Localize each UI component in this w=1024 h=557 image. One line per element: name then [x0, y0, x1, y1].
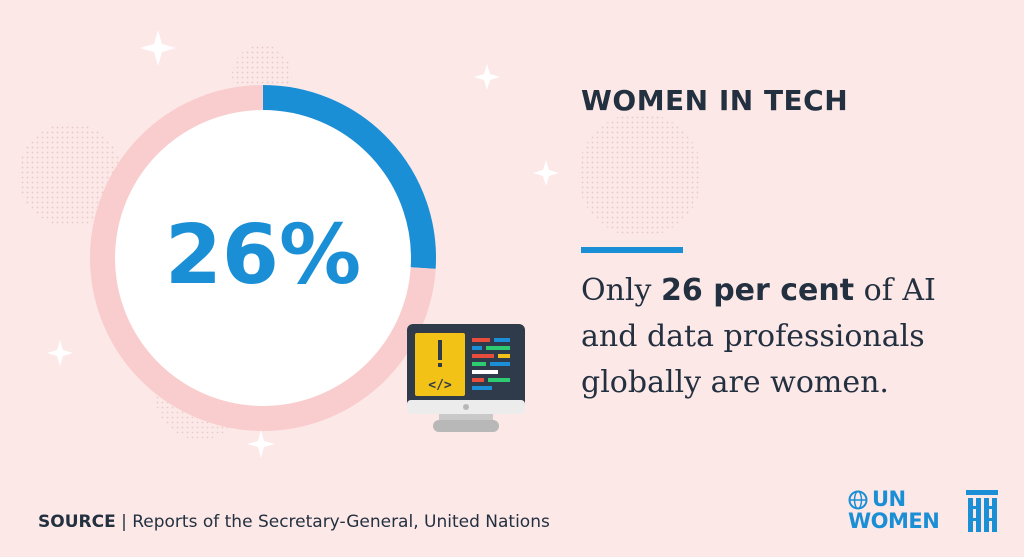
- source-text: Reports of the Secretary-General, United…: [132, 512, 550, 532]
- donut-chart: [90, 85, 436, 431]
- computer-code-icon: </>: [407, 324, 525, 432]
- statement-before: Only: [581, 273, 661, 308]
- sparkle-icon: [47, 30, 559, 458]
- donut-slice-others: [90, 85, 436, 431]
- un-women-logo: UN WOMEN: [848, 488, 1000, 536]
- source-citation: SOURCE | Reports of the Secretary-Genera…: [38, 512, 550, 532]
- statistic-statement: Only 26 per cent of AI and data professi…: [581, 268, 1001, 406]
- accent-divider: [581, 247, 683, 253]
- donut-center-disc: [115, 110, 411, 406]
- logo-line-un: UN: [872, 487, 906, 511]
- svg-text:</>: </>: [428, 378, 452, 393]
- statement-highlight: 26 per cent: [661, 273, 855, 308]
- source-separator: |: [115, 512, 133, 532]
- logo-wordmark: UN WOMEN: [848, 487, 940, 533]
- center-percentage-label: 26%: [165, 208, 361, 303]
- statement-after: of AI and data professionals globally ar…: [581, 273, 936, 400]
- donut-slice-women: [262, 85, 436, 269]
- globe-icon: [848, 490, 868, 510]
- page-title: WOMEN IN TECH: [581, 84, 849, 117]
- pillar-icon: [966, 490, 998, 532]
- logo-line-women: WOMEN: [848, 509, 940, 533]
- source-label: SOURCE: [38, 512, 116, 532]
